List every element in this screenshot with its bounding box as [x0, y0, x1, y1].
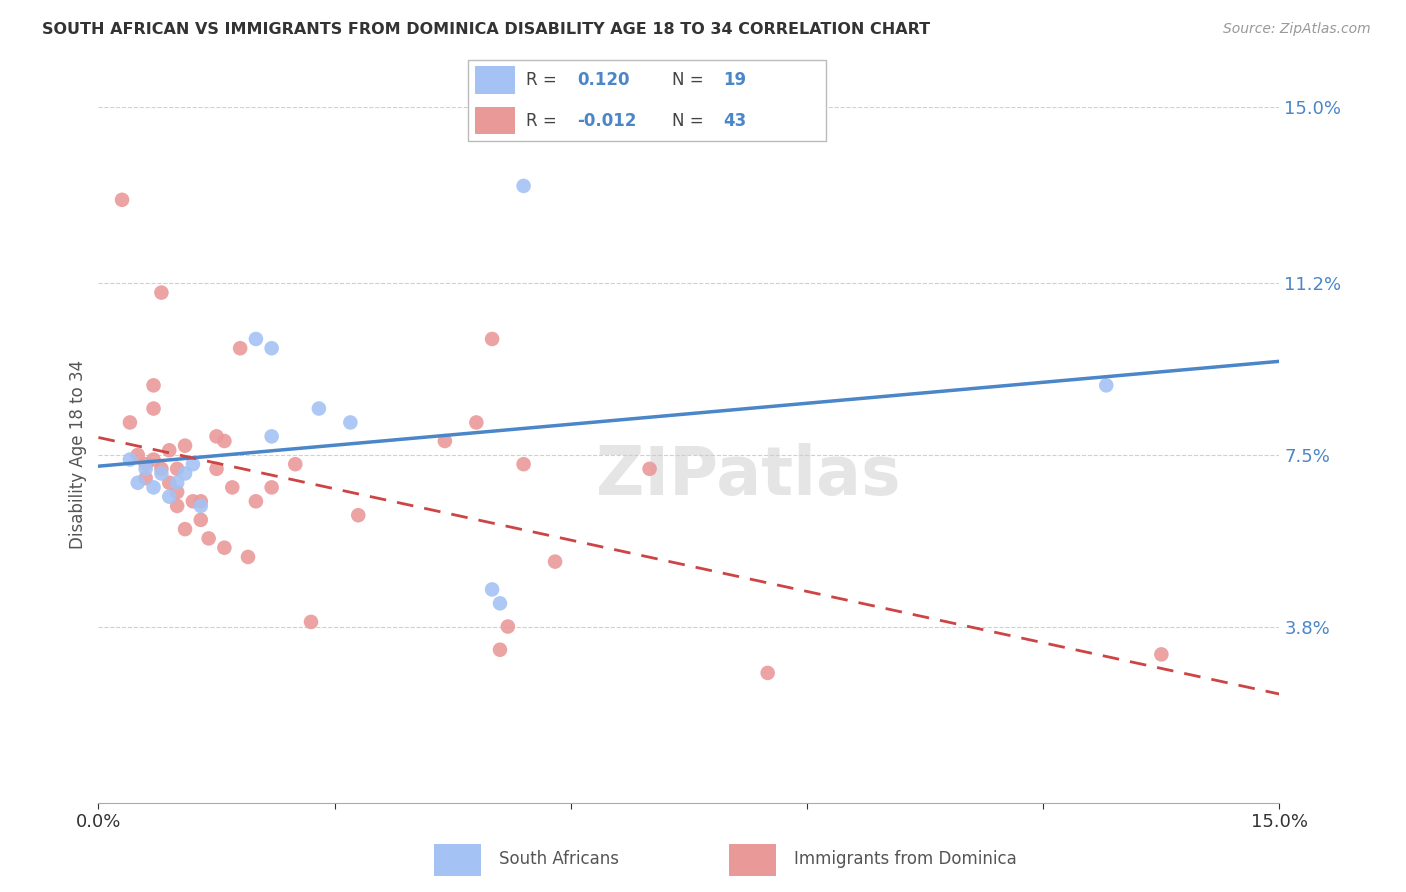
Text: R =: R =	[526, 71, 562, 89]
Point	[174, 467, 197, 481]
Text: N =: N =	[672, 112, 709, 129]
Point	[174, 522, 197, 536]
Point	[465, 416, 488, 430]
Point	[481, 582, 503, 597]
Point	[339, 416, 361, 430]
Point	[260, 429, 283, 443]
Text: -0.012: -0.012	[578, 112, 637, 129]
Point	[236, 549, 259, 564]
Point	[166, 499, 188, 513]
Point	[756, 665, 779, 680]
Point	[157, 475, 180, 490]
Point	[1150, 648, 1173, 662]
Text: 0.120: 0.120	[578, 71, 630, 89]
Point	[118, 452, 141, 467]
Point	[166, 485, 188, 500]
Point	[1095, 378, 1118, 392]
Point	[245, 494, 267, 508]
Point	[433, 434, 456, 448]
Point	[260, 341, 283, 355]
Point	[150, 462, 173, 476]
Text: 43: 43	[724, 112, 747, 129]
Point	[489, 642, 512, 657]
Y-axis label: Disability Age 18 to 34: Disability Age 18 to 34	[69, 360, 87, 549]
Point	[512, 178, 534, 193]
Point	[190, 499, 212, 513]
Point	[190, 494, 212, 508]
Point	[214, 434, 236, 448]
FancyBboxPatch shape	[475, 107, 515, 134]
Point	[111, 193, 134, 207]
Text: Immigrants from Dominica: Immigrants from Dominica	[794, 849, 1017, 868]
Point	[299, 615, 322, 629]
FancyBboxPatch shape	[433, 844, 481, 876]
Point	[150, 285, 173, 300]
Point	[181, 494, 204, 508]
FancyBboxPatch shape	[475, 67, 515, 94]
Point	[245, 332, 267, 346]
Point	[229, 341, 252, 355]
Point	[481, 332, 503, 346]
Text: 19: 19	[724, 71, 747, 89]
Point	[118, 416, 141, 430]
Point	[260, 480, 283, 494]
Point	[142, 401, 165, 416]
Point	[166, 475, 188, 490]
Point	[544, 555, 567, 569]
Text: Source: ZipAtlas.com: Source: ZipAtlas.com	[1223, 22, 1371, 37]
Point	[221, 480, 243, 494]
Point	[142, 378, 165, 392]
Point	[489, 596, 512, 610]
Point	[142, 480, 165, 494]
Point	[214, 541, 236, 555]
Point	[197, 532, 219, 546]
Point	[150, 467, 173, 481]
Text: R =: R =	[526, 112, 562, 129]
Point	[284, 457, 307, 471]
Point	[308, 401, 330, 416]
Point	[135, 457, 157, 471]
Point	[347, 508, 370, 523]
Point	[181, 457, 204, 471]
FancyBboxPatch shape	[468, 60, 825, 141]
Point	[512, 457, 534, 471]
Point	[135, 462, 157, 476]
Point	[190, 513, 212, 527]
Text: ZIPatlas: ZIPatlas	[596, 442, 900, 508]
Point	[157, 490, 180, 504]
Point	[127, 475, 149, 490]
Point	[496, 619, 519, 633]
Point	[174, 439, 197, 453]
Point	[638, 462, 661, 476]
Point	[142, 452, 165, 467]
Text: South Africans: South Africans	[499, 849, 619, 868]
Text: SOUTH AFRICAN VS IMMIGRANTS FROM DOMINICA DISABILITY AGE 18 TO 34 CORRELATION CH: SOUTH AFRICAN VS IMMIGRANTS FROM DOMINIC…	[42, 22, 931, 37]
Point	[205, 429, 228, 443]
FancyBboxPatch shape	[728, 844, 776, 876]
Point	[135, 471, 157, 485]
Point	[157, 443, 180, 458]
Point	[205, 462, 228, 476]
Point	[166, 462, 188, 476]
Point	[127, 448, 149, 462]
Text: N =: N =	[672, 71, 709, 89]
